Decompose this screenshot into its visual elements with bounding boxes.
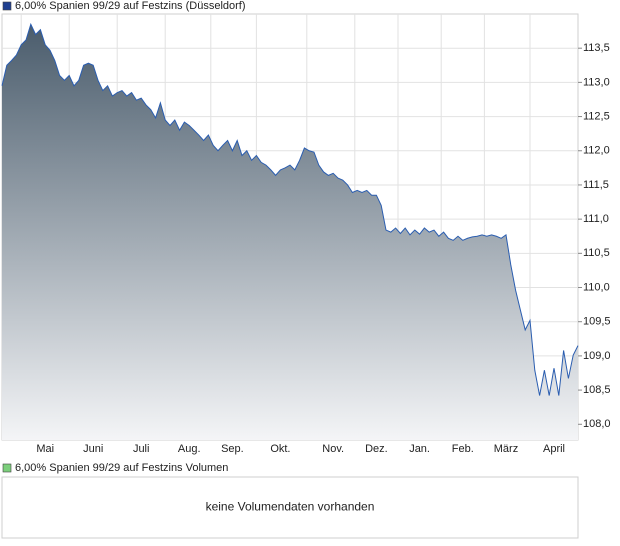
y-tick-label: 111,5 — [583, 179, 609, 191]
x-tick-label: Juni — [83, 443, 103, 455]
y-tick-label: 112,5 — [583, 110, 610, 122]
x-tick-label: Juli — [133, 443, 150, 455]
y-tick-label: 108,0 — [583, 418, 611, 430]
legend-label: 6,00% Spanien 99/29 auf Festzins Volumen — [15, 462, 228, 474]
x-tick-label: Dez. — [365, 443, 388, 455]
y-tick-label: 110,0 — [583, 281, 610, 293]
y-tick-label: 113,0 — [583, 76, 610, 88]
y-tick-label: 112,0 — [583, 145, 610, 157]
price-line — [1, 22, 579, 396]
y-tick-label: 111,0 — [583, 213, 609, 225]
y-tick-label: 109,0 — [583, 350, 611, 362]
x-tick-label: März — [494, 443, 518, 455]
x-tick-label: Aug. — [178, 443, 201, 455]
legend-swatch — [2, 1, 12, 11]
no-data-message: keine Volumendaten vorhanden — [206, 500, 375, 514]
area-fill — [2, 24, 578, 440]
x-tick-label: Feb. — [452, 443, 474, 455]
y-tick-label: 113,5 — [583, 42, 610, 54]
x-tick-label: Mai — [36, 443, 54, 455]
legend-label: 6,00% Spanien 99/29 auf Festzins (Düssel… — [15, 0, 246, 12]
legend-swatch — [2, 463, 12, 473]
x-tick-label: Sep. — [221, 443, 244, 455]
y-tick-label: 108,5 — [583, 384, 611, 396]
plot-frame — [1, 476, 579, 539]
x-tick-label: April — [543, 443, 565, 455]
y-tick-label: 110,5 — [583, 247, 610, 259]
y-tick-label: 109,5 — [583, 316, 611, 328]
x-tick-label: Jan. — [409, 443, 430, 455]
x-tick-label: Nov. — [322, 443, 344, 455]
x-tick-label: Okt. — [270, 443, 290, 455]
